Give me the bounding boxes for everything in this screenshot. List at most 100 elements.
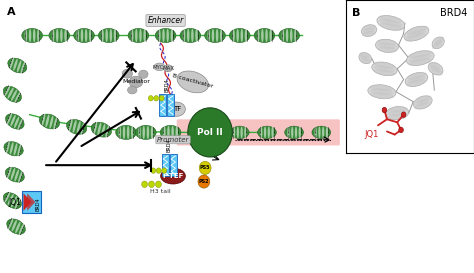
Ellipse shape [195,29,198,42]
Ellipse shape [370,88,394,95]
Ellipse shape [282,29,284,42]
Ellipse shape [167,126,170,139]
Ellipse shape [268,126,270,138]
Ellipse shape [143,126,145,139]
Ellipse shape [180,28,201,43]
Circle shape [148,181,155,188]
Ellipse shape [432,42,442,49]
Ellipse shape [101,29,104,42]
Ellipse shape [261,29,264,42]
Ellipse shape [279,28,300,43]
Ellipse shape [8,58,27,73]
FancyBboxPatch shape [162,154,169,176]
FancyBboxPatch shape [177,119,340,146]
Circle shape [151,168,155,173]
Ellipse shape [414,102,430,109]
Ellipse shape [432,37,444,49]
Ellipse shape [11,220,17,232]
Ellipse shape [164,65,173,72]
Ellipse shape [430,68,443,75]
Ellipse shape [105,125,109,138]
Ellipse shape [162,29,165,42]
Ellipse shape [370,92,394,99]
Polygon shape [27,193,36,211]
Ellipse shape [131,126,134,139]
Ellipse shape [405,73,428,87]
Circle shape [148,96,153,101]
Ellipse shape [3,193,21,209]
Circle shape [155,181,161,188]
Text: B: B [352,8,361,18]
Circle shape [198,175,210,188]
Ellipse shape [41,113,46,126]
Text: BRD4: BRD4 [167,138,172,152]
Ellipse shape [295,126,297,138]
Ellipse shape [415,99,431,106]
Ellipse shape [433,39,443,46]
Circle shape [154,96,159,101]
Ellipse shape [127,126,129,139]
Ellipse shape [144,29,146,42]
Ellipse shape [213,126,216,138]
Ellipse shape [409,51,433,58]
Ellipse shape [372,62,397,76]
Ellipse shape [233,126,235,138]
Ellipse shape [46,114,49,127]
Text: P-TEF: P-TEF [162,173,184,179]
Ellipse shape [64,29,67,42]
Ellipse shape [229,28,250,43]
Ellipse shape [11,196,17,207]
Ellipse shape [322,126,324,138]
Ellipse shape [359,53,372,64]
Ellipse shape [13,59,18,71]
Ellipse shape [10,115,16,126]
Ellipse shape [18,118,23,130]
Ellipse shape [10,142,14,155]
Ellipse shape [77,121,81,134]
Ellipse shape [14,92,20,103]
Ellipse shape [128,28,149,43]
Ellipse shape [69,119,73,132]
Ellipse shape [203,126,222,139]
Ellipse shape [183,29,185,42]
Text: JQ1: JQ1 [365,130,379,139]
Ellipse shape [387,110,407,116]
Ellipse shape [264,126,266,138]
Ellipse shape [4,85,10,97]
Ellipse shape [151,126,153,139]
Ellipse shape [191,29,194,42]
Ellipse shape [377,39,396,45]
Ellipse shape [407,76,426,83]
Ellipse shape [7,166,11,179]
Ellipse shape [73,120,77,133]
Ellipse shape [5,167,24,182]
Ellipse shape [56,29,58,42]
Ellipse shape [14,169,19,182]
Ellipse shape [4,142,23,156]
Ellipse shape [14,143,18,156]
Ellipse shape [245,29,247,42]
Ellipse shape [217,126,219,138]
FancyBboxPatch shape [22,191,41,213]
Circle shape [188,108,232,157]
Ellipse shape [14,198,20,210]
Ellipse shape [97,123,101,136]
Ellipse shape [379,19,402,27]
Ellipse shape [368,85,396,99]
Ellipse shape [287,126,290,138]
FancyBboxPatch shape [167,94,174,116]
Ellipse shape [257,29,259,42]
Ellipse shape [22,28,43,43]
Ellipse shape [237,126,239,138]
Ellipse shape [428,62,441,69]
Ellipse shape [73,28,94,43]
Ellipse shape [6,141,10,153]
Ellipse shape [139,29,142,42]
Circle shape [382,107,387,113]
Ellipse shape [11,90,17,101]
Ellipse shape [362,31,375,37]
Ellipse shape [6,114,24,129]
Ellipse shape [52,29,55,42]
Text: Pol II: Pol II [197,128,223,137]
Ellipse shape [122,69,132,78]
